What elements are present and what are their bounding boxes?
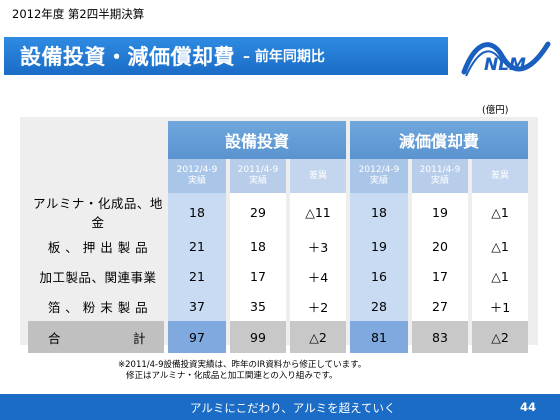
subheader-dep-current: 2012/4-9 実績 <box>350 159 408 193</box>
group-header-depreciation: 減価償却費 <box>350 121 528 159</box>
row-label: 加工製品、関連事業 <box>39 269 157 285</box>
nlm-logo: NLM <box>461 41 551 77</box>
cell-capex-current: 21 <box>168 231 226 261</box>
cell-capex-diff: ＋2 <box>290 291 346 321</box>
total-capex-current: 97 <box>168 321 226 353</box>
page-subtitle: – 前年同期比 <box>243 49 325 65</box>
footnote-line-1: ※2011/4-9設備投資実績は、昨年のIR資料から修正しています。 <box>118 360 367 370</box>
footnote: ※2011/4-9設備投資実績は、昨年のIR資料から修正しています。 修正はアル… <box>118 360 366 382</box>
cell-capex-previous: 29 <box>230 193 286 231</box>
subheader-dep-diff: 差異 <box>472 159 528 193</box>
page-number: 44 <box>520 400 537 414</box>
cell-dep-previous: 20 <box>412 231 468 261</box>
cell-dep-previous: 17 <box>412 261 468 291</box>
cell-dep-diff: △1 <box>472 193 528 231</box>
fiscal-period-label: 2012年度 第2四半期決算 <box>12 7 145 21</box>
table-row: 箔 、 粉 末 製 品 37 35 ＋2 28 27 ＋1 <box>28 291 528 321</box>
cell-capex-current: 21 <box>168 261 226 291</box>
cell-capex-diff: △11 <box>290 193 346 231</box>
cell-dep-current: 16 <box>350 261 408 291</box>
unit-label: (億円) <box>482 105 509 116</box>
cell-capex-current: 37 <box>168 291 226 321</box>
footer-slogan: アルミにこだわり、アルミを超えていく <box>190 401 396 415</box>
cell-dep-current: 18 <box>350 193 408 231</box>
cell-dep-current: 19 <box>350 231 408 261</box>
cell-dep-current: 28 <box>350 291 408 321</box>
cell-capex-current: 18 <box>168 193 226 231</box>
row-label: 板 、 押 出 製 品 <box>47 239 149 255</box>
total-capex-diff: △2 <box>290 321 346 353</box>
cell-capex-previous: 17 <box>230 261 286 291</box>
total-dep-current: 81 <box>350 321 408 353</box>
footnote-line-2: 修正はアルミナ・化成品と加工関連との入り組みです。 <box>126 371 338 381</box>
row-label: アルミナ・化成品、地金 <box>33 196 163 230</box>
cell-capex-previous: 18 <box>230 231 286 261</box>
group-header-capex: 設備投資 <box>168 121 346 159</box>
total-row: 合計 97 99 △2 81 83 △2 <box>28 321 528 353</box>
table-row: アルミナ・化成品、地金 18 29 △11 18 19 △1 <box>28 193 528 231</box>
subheader-capex-current: 2012/4-9 実績 <box>168 159 226 193</box>
subheader-dep-previous: 2011/4-9 実績 <box>412 159 468 193</box>
title-bar: 設備投資・減価償却費 – 前年同期比 <box>4 37 448 75</box>
page-title: 設備投資・減価償却費 <box>20 45 235 69</box>
subheader-capex-diff: 差異 <box>290 159 346 193</box>
total-dep-diff: △2 <box>472 321 528 353</box>
cell-dep-diff: ＋1 <box>472 291 528 321</box>
table-row: 加工製品、関連事業 21 17 ＋4 16 17 △1 <box>28 261 528 291</box>
cell-dep-previous: 19 <box>412 193 468 231</box>
total-label: 合計 <box>28 321 164 353</box>
capex-depreciation-table: 設備投資 減価償却費 2012/4-9 実績 2011/4-9 実績 差異 2012… <box>24 121 532 353</box>
table-row: 板 、 押 出 製 品 21 18 ＋3 19 20 △1 <box>28 231 528 261</box>
footer-bar: アルミにこだわり、アルミを超えていく 44 <box>0 394 560 420</box>
cell-dep-previous: 27 <box>412 291 468 321</box>
row-label: 箔 、 粉 末 製 品 <box>47 299 149 315</box>
cell-dep-diff: △1 <box>472 231 528 261</box>
cell-capex-diff: ＋3 <box>290 231 346 261</box>
total-capex-previous: 99 <box>230 321 286 353</box>
total-dep-previous: 83 <box>412 321 468 353</box>
subheader-capex-previous: 2011/4-9 実績 <box>230 159 286 193</box>
cell-dep-diff: △1 <box>472 261 528 291</box>
cell-capex-diff: ＋4 <box>290 261 346 291</box>
cell-capex-previous: 35 <box>230 291 286 321</box>
logo-text: NLM <box>484 55 526 75</box>
